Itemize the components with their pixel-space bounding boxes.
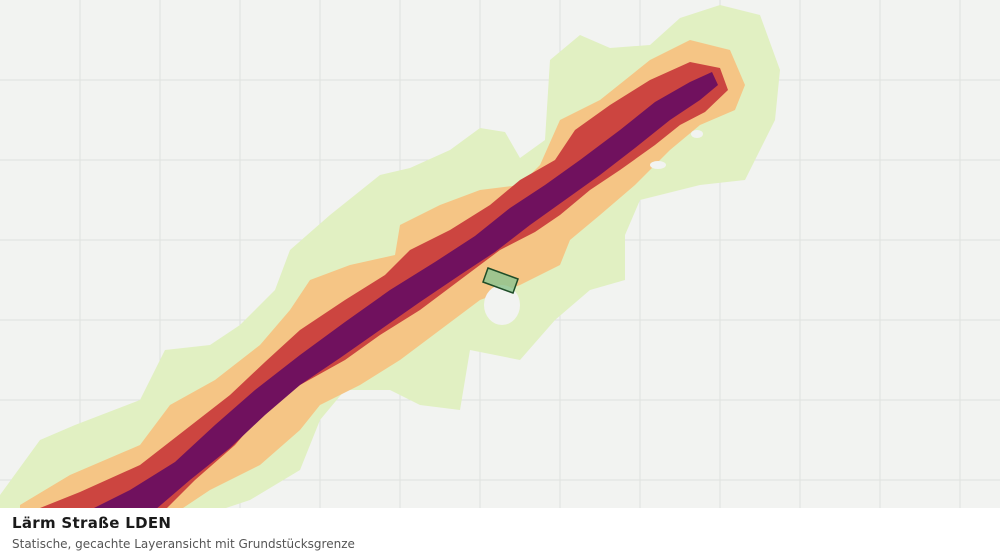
layer-subtitle: Statische, gecachte Layeransicht mit Gru… [12,537,355,551]
noise-band-very-high [90,72,718,510]
layer-title: Lärm Straße LDEN [12,514,172,532]
map-canvas [0,0,1000,510]
noise-band-high [35,62,728,510]
legend-footer: Lärm Straße LDEN Statische, gecachte Lay… [0,508,1000,560]
noise-gaps [484,130,703,325]
parcel-boundary[interactable] [482,267,519,294]
